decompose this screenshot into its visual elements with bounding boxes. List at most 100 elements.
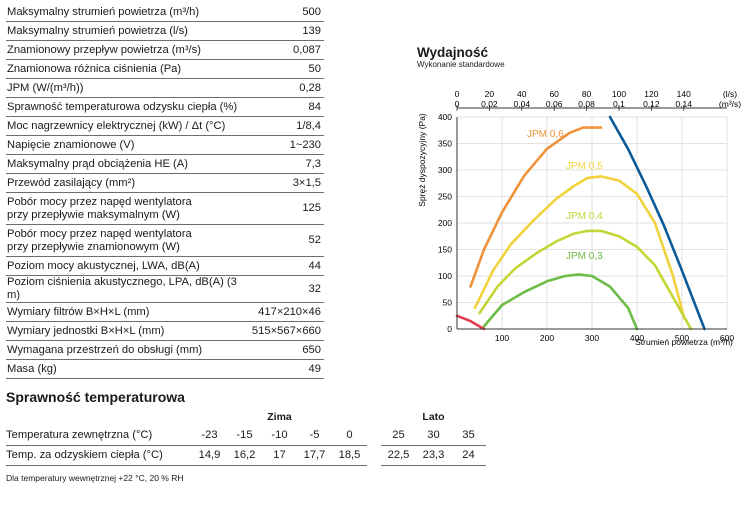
temp-value-winter: 18,5 xyxy=(332,445,367,466)
spec-value: 0,087 xyxy=(250,40,324,60)
x-tick-label: 500 xyxy=(675,333,689,343)
temp-table: Zima Lato Temperatura zewnętrzna (°C) -23… xyxy=(6,409,486,466)
top-tick-label-ls: 80 xyxy=(582,89,592,99)
spec-value: 125 xyxy=(250,192,324,225)
x-tick-label: 400 xyxy=(630,333,644,343)
spec-value: 515×567×660 xyxy=(250,321,324,341)
spec-label: Wymagana przestrzeń do obsługi (mm) xyxy=(6,340,251,360)
temp-row: Temperatura zewnętrzna (°C) -23 -15 -10 -5 0 2… xyxy=(6,426,486,446)
spec-value: 32 xyxy=(250,275,324,303)
spec-label: Maksymalny strumień powietrza (m³/h) xyxy=(6,3,251,22)
spec-row: Moc nagrzewnicy elektrycznej (kW) / Δt (… xyxy=(6,116,324,136)
spec-label: Masa (kg) xyxy=(6,359,251,379)
top-tick-label-m3s: 0,04 xyxy=(514,99,531,109)
chart-title: Wydajność xyxy=(417,45,489,60)
top-tick-label-ls: 100 xyxy=(612,89,626,99)
temp-value-summer: 23,3 xyxy=(416,445,451,466)
spec-row: JPM (W/(m³/h)) 0,28 xyxy=(6,78,324,98)
temp-value-summer: 35 xyxy=(451,426,486,446)
temp-gap xyxy=(367,446,381,466)
spec-row: Maksymalny strumień powietrza (l/s) 139 xyxy=(6,21,324,41)
spec-label: Poziom ciśnienia akustycznego, LPA, dB(A… xyxy=(6,275,251,303)
temp-value-winter: 17 xyxy=(262,445,297,466)
top-tick-label-ls: 20 xyxy=(485,89,495,99)
spec-row: Pobór mocy przez napęd wentylatora przy … xyxy=(6,224,324,257)
temp-value-winter: 14,9 xyxy=(192,445,227,466)
spec-row: Poziom mocy akustycznej, LWA, dB(A) 44 xyxy=(6,256,324,276)
footnote: Dla temperatury wewnętrznej +22 °C, 20 %… xyxy=(6,473,184,483)
chart-subtitle: Wykonanie standardowe xyxy=(417,60,505,69)
series-line xyxy=(608,115,706,331)
temp-value-summer: 25 xyxy=(381,426,416,446)
top-tick-label-m3s: 0,06 xyxy=(546,99,563,109)
spec-value: 52 xyxy=(250,224,324,257)
spec-value: 1~230 xyxy=(250,135,324,155)
spec-value: 44 xyxy=(250,256,324,276)
spec-row: Poziom ciśnienia akustycznego, LPA, dB(A… xyxy=(6,275,324,303)
top-tick-label-m3s: 0,08 xyxy=(578,99,595,109)
temp-value-winter: -15 xyxy=(227,426,262,446)
temp-label: Temperatura zewnętrzna (°C) xyxy=(6,426,192,446)
spec-value: 139 xyxy=(250,21,324,41)
spec-value: 1/8,4 xyxy=(250,116,324,136)
temp-value-winter: 16,2 xyxy=(227,445,262,466)
x-tick-label: 200 xyxy=(540,333,554,343)
x-tick-label: 600 xyxy=(720,333,734,343)
spec-label: Poziom mocy akustycznej, LWA, dB(A) xyxy=(6,256,251,276)
spec-label: Wymiary jednostki B×H×L (mm) xyxy=(6,321,251,341)
top-tick-label-ls: 40 xyxy=(517,89,527,99)
spec-label: Pobór mocy przez napęd wentylatora przy … xyxy=(6,224,251,257)
series-label: JPM 0,3 xyxy=(566,251,603,262)
spec-label: Maksymalny strumień powietrza (l/s) xyxy=(6,21,251,41)
y-tick-label: 250 xyxy=(438,192,452,202)
spec-label: Znamionowy przepływ powietrza (m³/s) xyxy=(6,40,251,60)
series-label: JPM 0,4 xyxy=(566,211,603,222)
spec-row: Wymagana przestrzeń do obsługi (mm) 650 xyxy=(6,340,324,360)
top-unit-ls: (l/s) xyxy=(723,89,737,99)
spec-row: Wymiary filtrów B×H×L (mm) 417×210×46 xyxy=(6,302,324,322)
spec-value: 0,28 xyxy=(250,78,324,98)
temp-value-winter: -10 xyxy=(262,426,297,446)
spec-value: 49 xyxy=(250,359,324,379)
y-tick-label: 300 xyxy=(438,165,452,175)
temp-value-summer: 24 xyxy=(451,445,486,466)
spec-row: Znamionowa różnica ciśnienia (Pa) 50 xyxy=(6,59,324,79)
temp-value-summer: 30 xyxy=(416,426,451,446)
series-label: JPM 0,5 xyxy=(566,161,603,172)
series-label: JPM 0,6 xyxy=(527,129,564,140)
spec-row: Wymiary jednostki B×H×L (mm) 515×567×660 xyxy=(6,321,324,341)
spec-label: Sprawność temperaturowa odzysku ciepła (… xyxy=(6,97,251,117)
top-tick-label-ls: 120 xyxy=(644,89,658,99)
x-axis-label: Strumień powietrza (m³/h) xyxy=(635,337,733,347)
y-tick-label: 50 xyxy=(443,298,453,308)
spec-value: 50 xyxy=(250,59,324,79)
top-unit-m3s: (m³/s) xyxy=(719,99,741,109)
spec-value: 84 xyxy=(250,97,324,117)
spec-label: Znamionowa różnica ciśnienia (Pa) xyxy=(6,59,251,79)
top-tick-label-m3s: 0,02 xyxy=(481,99,498,109)
y-axis-label: Spręż dyspozycyjny (Pa) xyxy=(417,113,427,207)
spec-label: Wymiary filtrów B×H×L (mm) xyxy=(6,302,251,322)
group-summer: Lato xyxy=(422,411,445,423)
specs-table: Maksymalny strumień powietrza (m³/h) 500 M… xyxy=(6,3,324,379)
series-line xyxy=(482,273,639,331)
spec-row: Masa (kg) 49 xyxy=(6,359,324,379)
x-tick-label: 100 xyxy=(495,333,509,343)
group-winter: Zima xyxy=(267,411,292,423)
spec-row: Maksymalny strumień powietrza (m³/h) 500 xyxy=(6,3,324,22)
spec-row: Napięcie znamionowe (V) 1~230 xyxy=(6,135,324,155)
top-tick-label-ls: 0 xyxy=(455,89,460,99)
y-tick-label: 0 xyxy=(447,324,452,334)
top-tick-label-m3s: 0,12 xyxy=(643,99,660,109)
top-tick-label-m3s: 0,1 xyxy=(613,99,625,109)
temp-label: Temp. za odzyskiem ciepła (°C) xyxy=(6,445,192,466)
top-tick-label-ls: 60 xyxy=(549,89,559,99)
spec-value: 7,3 xyxy=(250,154,324,174)
y-tick-label: 350 xyxy=(438,139,452,149)
spec-label: Maksymalny prąd obciążenia HE (A) xyxy=(6,154,251,174)
spec-label: JPM (W/(m³/h)) xyxy=(6,78,251,98)
spec-label: Pobór mocy przez napęd wentylatora przy … xyxy=(6,192,251,225)
series-line xyxy=(478,229,693,331)
spec-row: Sprawność temperaturowa odzysku ciepła (… xyxy=(6,97,324,117)
